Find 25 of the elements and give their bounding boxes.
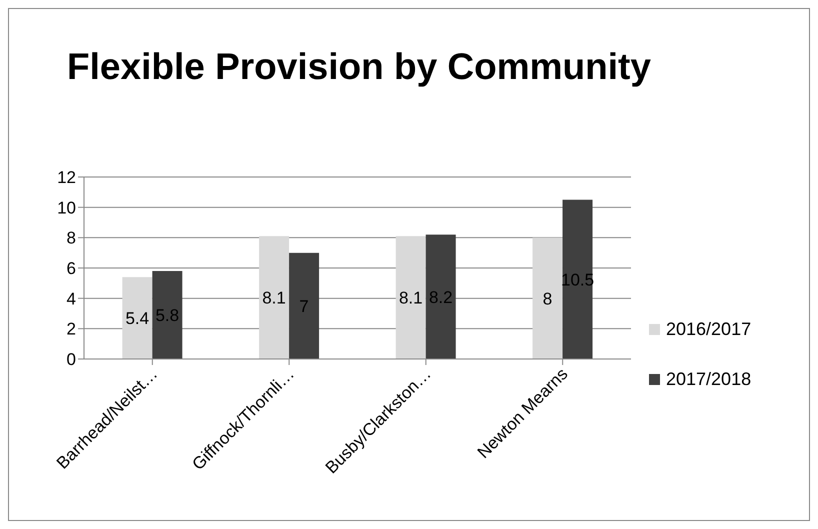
data-label: 5.8 (155, 306, 180, 326)
y-tick-label: 8 (66, 228, 76, 248)
data-label: 8.1 (398, 288, 423, 308)
legend-label: 2017/2018 (666, 368, 752, 390)
legend-label: 2016/2017 (666, 318, 752, 340)
y-tick-label: 4 (66, 289, 76, 308)
data-label: 8.2 (428, 288, 453, 307)
chart-title: Flexible Provision by Community (66, 45, 652, 89)
data-label: 7 (299, 296, 309, 316)
y-tick-label: 2 (66, 320, 76, 339)
bar (122, 277, 152, 359)
y-tick-label: 10 (57, 198, 76, 218)
bar (562, 200, 593, 359)
data-label: 8.1 (262, 288, 286, 308)
data-label: 5.4 (125, 309, 150, 328)
bar (396, 236, 426, 359)
data-label: 8 (542, 289, 552, 308)
y-tick-label: 6 (66, 259, 76, 278)
y-tick-label: 12 (57, 168, 76, 188)
y-tick-label: 0 (66, 350, 76, 370)
bar (532, 238, 563, 359)
bar (426, 234, 456, 359)
bar (259, 236, 290, 359)
bar (152, 271, 182, 359)
bar (289, 252, 320, 359)
